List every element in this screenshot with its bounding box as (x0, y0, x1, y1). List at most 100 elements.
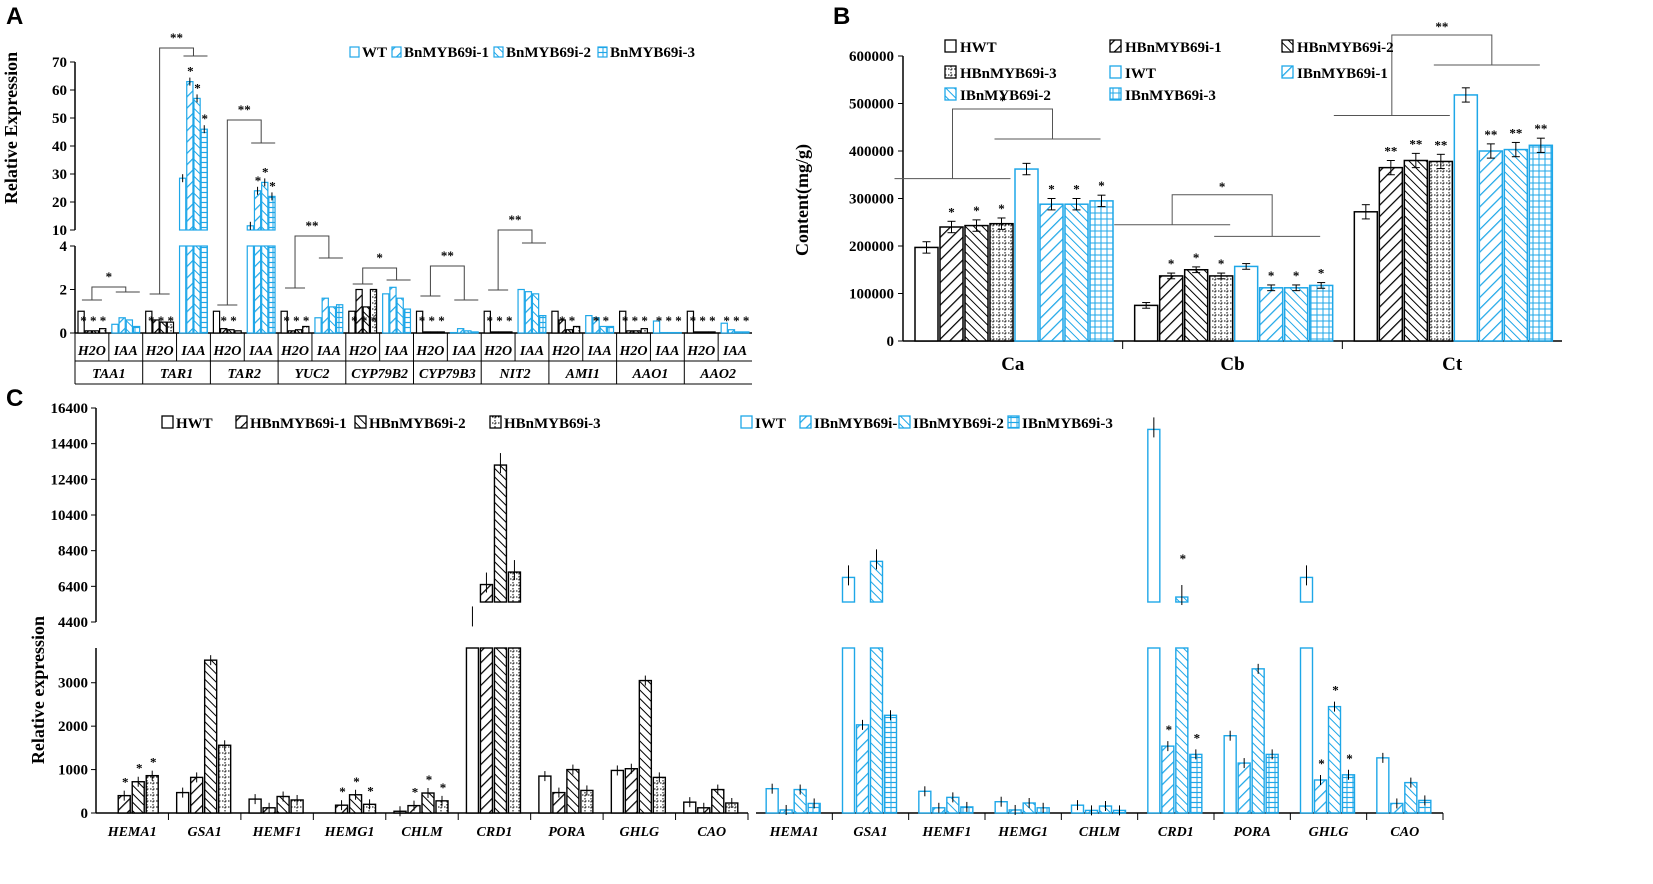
panel-a-legend-swatch (493, 46, 504, 58)
panel-a-condition-label: IAA (587, 344, 612, 359)
panel-b-bar-star: ** (1434, 137, 1447, 152)
panel-c-bar-star: * (136, 761, 143, 776)
panel-a-condition-label: H2O (77, 344, 106, 359)
panel-c-bar (1327, 705, 1342, 814)
panel-b-legend-label: IBnMYB69i-1 (1297, 66, 1388, 82)
panel-a-condition-label: IAA (722, 344, 747, 359)
panel-c-tick-label: 14400 (51, 437, 89, 453)
panel-a-bar (302, 325, 310, 334)
panel-a-bar (606, 325, 615, 334)
panel-a-bar (640, 328, 649, 334)
panel-b-bar-star: * (1268, 268, 1275, 283)
panel-a-bar (652, 320, 661, 334)
panel-c-tick-label: 2000 (58, 719, 88, 735)
panel-a-bar (686, 310, 695, 334)
panel-b-legend-swatch (944, 65, 957, 79)
panel-a-bar-stars: * * * (351, 313, 377, 328)
panel-b-category-label: Cb (1220, 354, 1244, 375)
panel-a-bar (268, 245, 276, 334)
panel-a-bar (633, 330, 641, 334)
panel-a-legend-swatch (391, 46, 402, 58)
panel-a-bar (565, 329, 574, 334)
panel-a-gene-label: CYP79B3 (419, 367, 476, 382)
panel-c-bar (1189, 753, 1203, 814)
panel-b-bar-star: * (998, 201, 1005, 216)
panel-a-bar (77, 310, 85, 334)
panel-c-gene-label: GSA1 (188, 825, 222, 840)
panel-c-bar (538, 775, 552, 814)
panel-a-tick-label: 40 (52, 139, 67, 155)
panel-a-legend-label: BnMYB69i-2 (506, 45, 591, 61)
panel-c-gene-label: GHLG (619, 825, 659, 840)
panel-a-bar-stars: * * * (80, 313, 106, 328)
panel-b-bar-star: * (1168, 256, 1175, 271)
panel-a-tick-label: 70 (52, 55, 67, 71)
panel-a-tick-label: 60 (52, 83, 67, 99)
panel-c-gene-label: HEMG1 (324, 825, 375, 840)
panel-b-bar (939, 226, 964, 342)
panel-b-bar-star: * (1293, 268, 1300, 283)
panel-a-bar (118, 317, 126, 334)
panel-a-bar (551, 310, 559, 334)
panel-a-bar-stars: * * * (723, 313, 749, 328)
panel-c-legend-label: HBnMYB69i-3 (504, 416, 601, 432)
panel-b-bar (964, 224, 989, 342)
panel-a-condition-label: IAA (113, 344, 138, 359)
panel-a-bar (498, 331, 506, 334)
panel-c-bar-star: * (426, 772, 433, 787)
panel-a-bar (152, 319, 160, 334)
panel-b-legend-label: HBnMYB69i-2 (1297, 40, 1394, 56)
panel-c-bar (566, 768, 580, 814)
panel-b-bar-star: ** (1534, 121, 1547, 136)
panel-a-bar (517, 288, 525, 334)
panel-b-bar (1064, 203, 1089, 342)
panel-c-bar (652, 776, 667, 814)
panel-a-bar (505, 331, 513, 334)
panel-c-chart: Relative expression 16400 14400 12400 10400 8… (28, 401, 1444, 840)
panel-b-bar-star: * (1098, 178, 1105, 193)
panel-c-legend-label: HWT (176, 416, 213, 432)
panel-c-gene-label: CHLM (401, 825, 443, 840)
panel-a-bar (200, 245, 208, 334)
panel-c-tick-label: 4400 (58, 615, 88, 631)
panel-b-bar-star: * (1318, 266, 1325, 281)
panel-a-gene-label: AAO1 (632, 367, 669, 382)
panel-a-bar (618, 310, 627, 334)
panel-a-bar (98, 328, 107, 334)
panel-b-bar (1208, 275, 1234, 342)
panel-b-tick-label: 500000 (849, 97, 894, 113)
panel-c-bar (145, 774, 159, 814)
panel-c-tick-label: 12400 (51, 472, 89, 488)
panel-a-significance-bracket (294, 235, 330, 288)
panel-a-legend-label: BnMYB69i-1 (404, 45, 489, 61)
panel-c-gene-label: CRD1 (477, 825, 513, 840)
panel-a-bar (701, 331, 709, 334)
panel-c-bar-star: * (1346, 751, 1353, 766)
panel-c-bar (1251, 668, 1265, 814)
panel-a-bar-stars: * * * (656, 313, 682, 328)
panel-a-chart: Relative Expression 70605040302010420TAA1… (1, 30, 752, 385)
panel-a-bar (145, 310, 153, 334)
panel-a-bar (727, 329, 736, 334)
panel-a-condition-label: IAA (451, 344, 476, 359)
panel-c-bar (1341, 774, 1356, 814)
panel-c-bar (189, 776, 204, 814)
panel-a-legend-label: WT (362, 45, 387, 61)
panel-c-legend-label: IBnMYB69i-1 (814, 416, 905, 432)
panel-b-bar (1308, 284, 1334, 342)
panel-c-bar (1237, 762, 1251, 814)
panel-c-bar-star: * (353, 774, 360, 789)
panel-a-condition-label: IAA (384, 344, 409, 359)
panel-a-bar (84, 330, 92, 334)
panel-a-bar (558, 319, 566, 334)
panel-a-bar (234, 330, 242, 334)
panel-b-y-axis-label: Content(mg/g) (792, 144, 813, 256)
panel-c-legend-swatch (489, 415, 502, 429)
panel-b-significance-bracket (952, 108, 1053, 179)
panel-a-bar (111, 323, 119, 334)
panel-a-bar-stars: * * (559, 313, 575, 328)
panel-c-legend-swatch (161, 415, 174, 429)
panel-a-bar (314, 317, 322, 334)
panel-a-condition-label: H2O (686, 344, 715, 359)
panel-a-bar (483, 310, 492, 334)
